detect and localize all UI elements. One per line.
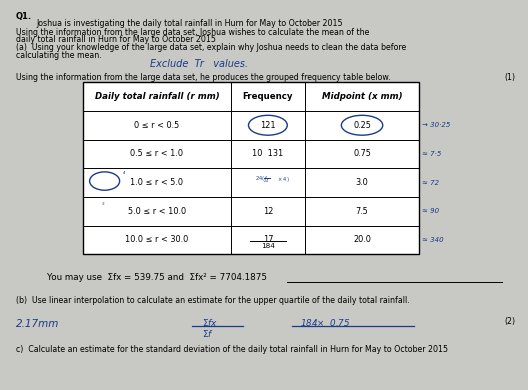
Text: 5.0 ≤ r < 10.0: 5.0 ≤ r < 10.0: [128, 207, 186, 216]
Text: Joshua is investigating the daily total rainfall in Hurn for May to October 2015: Joshua is investigating the daily total …: [36, 19, 343, 28]
Text: calculating the mean.: calculating the mean.: [16, 51, 101, 60]
Text: 7.5: 7.5: [356, 207, 369, 216]
Text: ≈ 340: ≈ 340: [422, 237, 444, 243]
Text: 24($\frac{z}{24}$: 24($\frac{z}{24}$: [255, 175, 270, 185]
Text: Q1.: Q1.: [16, 12, 32, 21]
Text: 10  131: 10 131: [252, 149, 284, 158]
Text: 121: 121: [260, 121, 276, 130]
Text: (1): (1): [504, 73, 515, 82]
Text: (2): (2): [504, 317, 515, 326]
Text: 12: 12: [263, 207, 273, 216]
Text: $\Sigma$fx: $\Sigma$fx: [202, 317, 218, 328]
Text: Using the information from the large data set, he produces the grouped frequency: Using the information from the large dat…: [16, 73, 390, 82]
Text: daily total rainfall in Hurn for May to October 2015: daily total rainfall in Hurn for May to …: [16, 35, 215, 44]
Text: ≈ 7·5: ≈ 7·5: [422, 151, 441, 157]
Text: ≈ 90: ≈ 90: [422, 208, 439, 214]
Text: (b)  Use linear interpolation to calculate an estimate for the upper quartile of: (b) Use linear interpolation to calculat…: [16, 296, 409, 305]
Text: 10.0 ≤ r < 30.0: 10.0 ≤ r < 30.0: [125, 236, 188, 245]
Text: 4: 4: [123, 171, 126, 175]
Bar: [83, 82, 419, 254]
Text: 0.75: 0.75: [353, 149, 371, 158]
Text: ≈ 72: ≈ 72: [422, 179, 439, 186]
Text: Using the information from the large data set, Joshua wishes to calculate the me: Using the information from the large dat…: [16, 28, 369, 37]
Text: 184$\times$  0.75: 184$\times$ 0.75: [300, 317, 351, 328]
Text: 0.5 ≤ r < 1.0: 0.5 ≤ r < 1.0: [130, 149, 183, 158]
Text: 184: 184: [261, 243, 275, 249]
Text: Exclude  Tr   values.: Exclude Tr values.: [150, 58, 248, 69]
Text: (a)  Using your knowledge of the large data set, explain why Joshua needs to cle: (a) Using your knowledge of the large da…: [16, 43, 406, 52]
Text: Daily total rainfall (r mm): Daily total rainfall (r mm): [95, 92, 219, 101]
Text: 0.25: 0.25: [353, 121, 371, 130]
Text: $\times$ 4): $\times$ 4): [277, 176, 290, 184]
Text: $\Sigma$f: $\Sigma$f: [202, 328, 214, 339]
Text: 3.0: 3.0: [356, 178, 369, 187]
Text: .5: .5: [102, 202, 106, 206]
Text: 0 ≤ r < 0.5: 0 ≤ r < 0.5: [134, 121, 180, 130]
Text: 17: 17: [263, 236, 273, 245]
Text: 20.0: 20.0: [353, 236, 371, 245]
Text: c)  Calculate an estimate for the standard deviation of the daily total rainfall: c) Calculate an estimate for the standar…: [16, 345, 448, 354]
Text: Midpoint (x mm): Midpoint (x mm): [322, 92, 402, 101]
Text: 1.0 ≤ r < 5.0: 1.0 ≤ r < 5.0: [130, 178, 183, 187]
Text: Frequency: Frequency: [243, 92, 293, 101]
Text: → 30·25: → 30·25: [422, 122, 450, 128]
Text: 2.17mm: 2.17mm: [16, 319, 59, 329]
Text: You may use  Σfx = 539.75 and  Σfx² = 7704.1875: You may use Σfx = 539.75 and Σfx² = 7704…: [46, 273, 267, 282]
